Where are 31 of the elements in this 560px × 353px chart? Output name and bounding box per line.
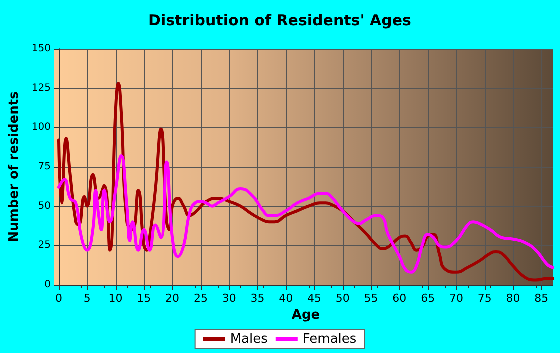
x-tick-label: 55 <box>364 292 378 305</box>
y-tick-label: 25 <box>38 240 51 252</box>
x-tick-label: 5 <box>84 292 91 305</box>
x-tick-label: 35 <box>250 292 265 305</box>
legend-label: Females <box>302 332 357 347</box>
y-tick-label: 125 <box>32 82 51 94</box>
x-tick-label: 30 <box>222 292 236 305</box>
x-tick-label: 20 <box>166 292 180 305</box>
x-tick-label: 80 <box>506 292 520 305</box>
x-tick-label: 70 <box>449 292 464 305</box>
line-series <box>57 154 554 274</box>
chart-title: Distribution of Residents' Ages <box>148 12 412 30</box>
x-tick-label: 85 <box>534 292 549 305</box>
y-tick-label: 75 <box>38 162 51 172</box>
x-tick-label: 15 <box>137 292 152 305</box>
x-tick-label: 0 <box>55 292 62 305</box>
x-tick-label: 50 <box>336 292 350 305</box>
x-tick-label: 25 <box>194 292 208 305</box>
x-tick-label: 45 <box>308 292 322 305</box>
y-tick-label: 100 <box>32 122 51 134</box>
y-axis-title: Number of residents <box>7 91 22 242</box>
x-axis-title: Age <box>292 308 320 323</box>
x-tick-label: 10 <box>108 292 123 305</box>
x-tick-label: 65 <box>421 292 436 305</box>
x-tick-label: 40 <box>279 292 294 305</box>
y-tick-label: 0 <box>44 280 51 290</box>
x-tick-label: 60 <box>392 292 407 305</box>
x-tick-label: 75 <box>478 292 492 305</box>
legend-label: Males <box>230 332 268 347</box>
y-tick-label: 50 <box>38 200 51 212</box>
y-tick-label: 150 <box>32 44 51 54</box>
